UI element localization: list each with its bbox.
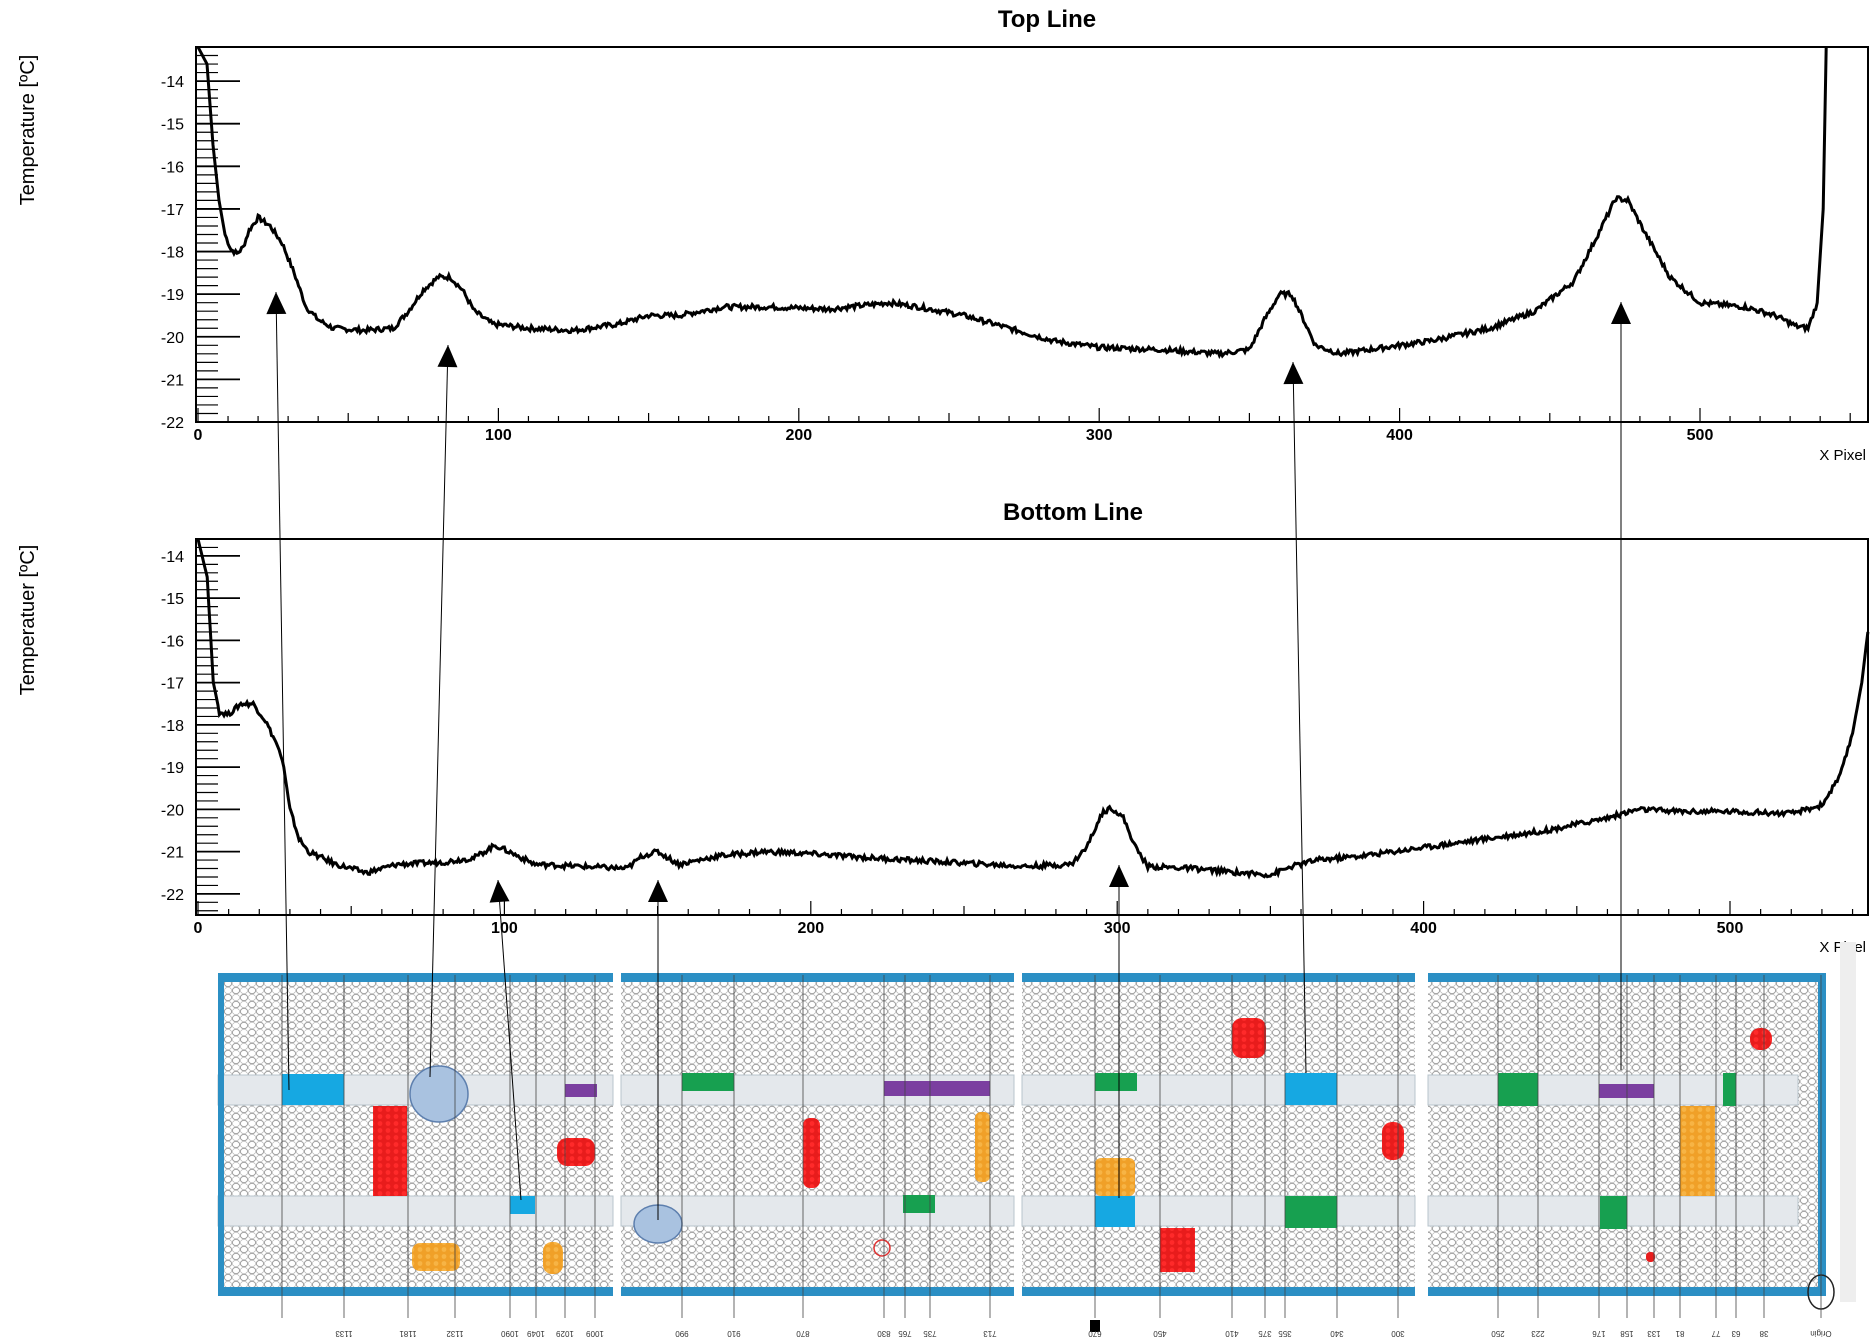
position-label: 410 [1225,1329,1239,1338]
position-label: 77 [1711,1329,1720,1338]
x-tick-label: 100 [485,427,512,444]
axis-ticks [196,538,1854,915]
data-line [196,538,1870,880]
position-label: 990 [675,1329,689,1338]
y-tick-label: -18 [161,245,184,262]
position-label: 1009 [586,1329,604,1338]
arrow-head [1283,362,1304,385]
data-line [196,46,1828,360]
position-label: 1133 [335,1329,353,1338]
y-tick-label: -20 [161,802,184,819]
arrow-line [497,879,522,1201]
position-label: 340 [1330,1329,1344,1338]
detector-grid-lines [281,975,1822,1318]
x-tick-label: 100 [491,920,518,937]
arrow-line [1292,361,1307,1074]
position-label: 81 [1675,1329,1684,1338]
arrow-head [1109,865,1129,887]
position-label: 910 [727,1329,741,1338]
detector-panel-1 [217,973,614,1296]
y-axis-label: Temperatuer [ºC] [17,545,39,696]
position-label: 355 [1278,1329,1292,1338]
y-tick-label: -21 [161,845,184,862]
y-tick-label: -15 [161,591,184,608]
detector-panel-2 [620,973,1015,1296]
x-tick-label: 400 [1386,427,1413,444]
y-tick-label: -21 [161,372,184,389]
x-tick-label: 200 [785,427,812,444]
position-label: 1090 [501,1329,519,1338]
y-tick-label: -18 [161,718,184,735]
x-tick-label: 200 [797,920,824,937]
arrow-head [489,880,510,903]
position-label: 176 [1592,1329,1606,1338]
arrow-head [437,345,458,368]
position-label: 223 [1531,1329,1545,1338]
detector-map: 1133 1181 1132 1090 1049 1029 1009 990 910 870 830… [217,942,1856,1338]
position-label: 38 [1759,1329,1768,1338]
detector-position-labels: 1133 1181 1132 1090 1049 1029 1009 990 910 870 830… [335,1329,1832,1338]
position-label: 870 [796,1329,810,1338]
plot-frame [195,538,1869,916]
arrow-head [266,292,287,315]
arrow-line [275,291,290,1091]
x-tick-label: 400 [1410,920,1437,937]
y-tick-label: -16 [161,633,184,650]
chart-title: Top Line [998,6,1096,33]
y-tick-label: -19 [161,760,184,777]
position-label: 63 [1731,1329,1740,1338]
y-tick-label: -20 [161,330,184,347]
position-label: 1029 [556,1329,574,1338]
position-label: 250 [1491,1329,1505,1338]
y-tick-label: -22 [161,415,184,432]
bottom-line-chart: Bottom Line Temperatuer [ºC] X Pixel -14… [17,499,1870,956]
y-tick-label: -16 [161,159,184,176]
position-label: 158 [1620,1329,1634,1338]
x-tick-label: 0 [194,920,203,937]
position-label: 1181 [399,1329,417,1338]
arrow-head [1611,302,1631,324]
position-label: Origin [1810,1329,1831,1338]
position-label: 735 [923,1329,937,1338]
position-label: 300 [1391,1329,1405,1338]
y-tick-label: -15 [161,117,184,134]
x-axis-label: X Pixel [1819,447,1866,464]
y-tick-label: -17 [161,676,184,693]
position-label: 713 [983,1329,997,1338]
position-label: 1132 [446,1329,464,1338]
arrow-head [648,880,668,902]
x-tick-label: 500 [1687,427,1714,444]
chart-title: Bottom Line [1003,499,1143,526]
x-tick-label: 0 [194,427,203,444]
position-label: 830 [877,1329,891,1338]
tick-labels: -14 -15 -16 -17 -18 -19 -20 -21 -22 0 100 200 300 400… [161,549,1744,937]
x-tick-label: 300 [1104,920,1131,937]
x-tick-label: 300 [1086,427,1113,444]
position-label: 133 [1647,1329,1661,1338]
position-label: 450 [1153,1329,1167,1338]
x-tick-label: 500 [1717,920,1744,937]
y-axis-label: Temperature [ºC] [17,55,39,206]
position-label: 1049 [527,1329,545,1338]
y-tick-label: -14 [161,549,184,566]
position-label: 375 [1258,1329,1272,1338]
top-line-chart: Top Line Temperature [ºC] X Pixel -14 -15… [17,6,1869,464]
y-tick-label: -22 [161,887,184,904]
correspondence-arrows [266,291,1631,1220]
y-tick-label: -17 [161,202,184,219]
arrow-line [429,344,449,1078]
detector-panel-3 [1021,973,1416,1332]
y-tick-label: -19 [161,287,184,304]
axis-ticks [196,46,1851,423]
detector-panel-4 [1427,942,1856,1310]
position-label: 765 [898,1329,912,1338]
y-tick-label: -14 [161,74,184,91]
position-label: 670 [1088,1329,1102,1338]
tick-labels: -14 -15 -16 -17 -18 -19 -20 -21 -22 0 100 200 300 400… [161,74,1714,444]
